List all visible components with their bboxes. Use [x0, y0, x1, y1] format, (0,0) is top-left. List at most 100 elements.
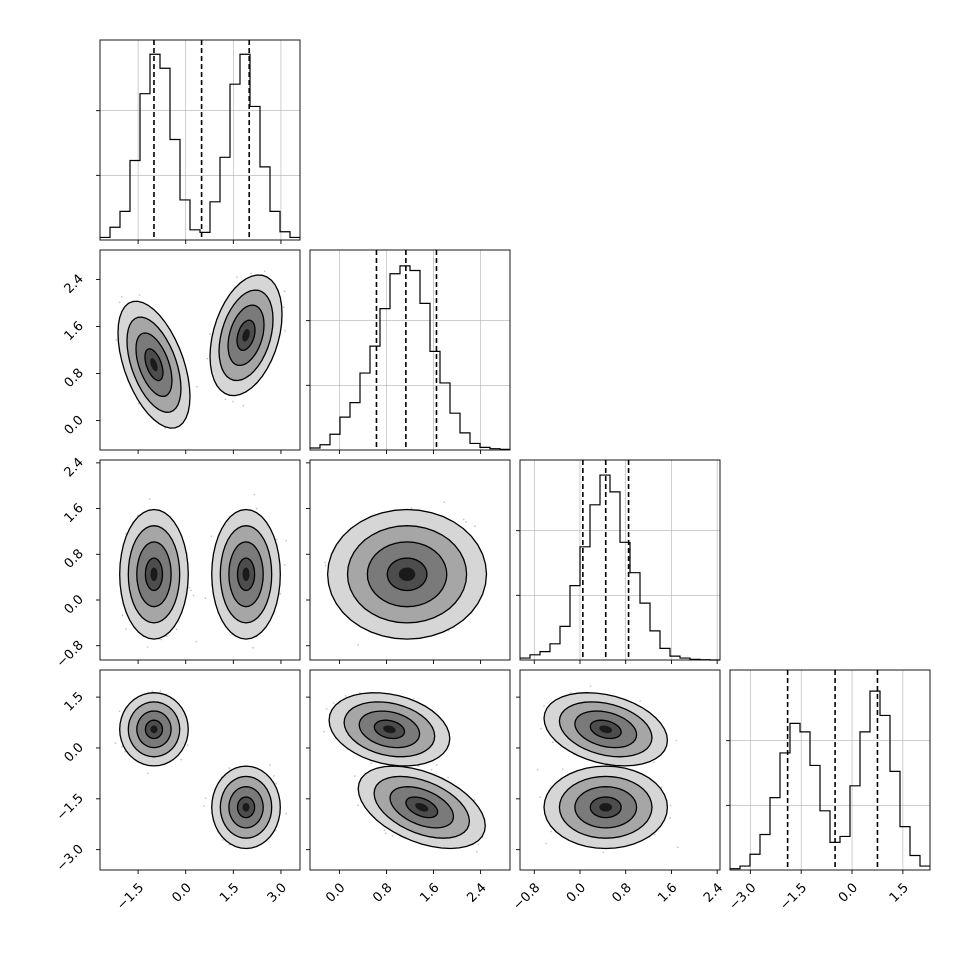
- sample-point: [166, 635, 168, 638]
- contour-line: [236, 796, 256, 819]
- sample-point: [204, 597, 207, 600]
- sample-point: [224, 398, 227, 401]
- histogram-panel: [516, 460, 720, 661]
- sample-point: [250, 272, 252, 275]
- contour-line: [405, 796, 439, 819]
- sample-point: [236, 276, 239, 279]
- sample-point: [121, 614, 124, 617]
- sample-point: [222, 839, 224, 841]
- sample-point: [159, 690, 162, 692]
- sample-point: [175, 628, 178, 631]
- y-tick-label: 2.4: [62, 455, 87, 480]
- contour-line: [543, 692, 669, 767]
- sample-point: [186, 744, 189, 746]
- contour-line: [136, 541, 172, 608]
- x-tick-label: 1.6: [655, 880, 680, 905]
- sample-point: [357, 644, 360, 646]
- sample-point: [210, 535, 213, 538]
- sample-point: [430, 768, 433, 771]
- sample-point: [242, 404, 245, 407]
- sample-point: [206, 357, 209, 360]
- contour-line: [227, 304, 265, 367]
- y-tick-label: 0.0: [62, 413, 87, 438]
- contour-line: [589, 796, 622, 819]
- sample-point: [653, 834, 656, 836]
- sample-point: [324, 564, 327, 567]
- sample-point: [383, 829, 386, 832]
- contour-line: [543, 765, 669, 850]
- contour-line: [219, 525, 273, 624]
- contour-line: [343, 701, 436, 758]
- sample-point: [652, 761, 655, 764]
- contour-line: [358, 710, 421, 749]
- sample-point: [285, 539, 287, 542]
- scatter-panel: [114, 690, 287, 850]
- sample-point: [561, 768, 564, 770]
- sample-point: [151, 690, 154, 693]
- x-tick-label: 2.4: [701, 880, 726, 905]
- density-peak: [242, 329, 250, 342]
- density-peak: [242, 567, 250, 581]
- density-peak: [599, 725, 613, 734]
- sample-point: [410, 507, 413, 510]
- contour-line: [357, 765, 486, 850]
- x-tick-label: 1.5: [217, 880, 242, 905]
- axes-frame: [309, 459, 511, 661]
- sample-point: [473, 799, 476, 801]
- x-tick-label: 2.4: [464, 880, 489, 905]
- sample-point: [676, 846, 679, 849]
- x-tick-label: 0.0: [323, 880, 348, 905]
- contour-line: [209, 274, 283, 397]
- sample-point: [188, 586, 191, 589]
- contour-line: [211, 765, 281, 850]
- sample-point: [473, 525, 476, 528]
- density-peak: [383, 725, 396, 734]
- x-tick-label: −3.0: [726, 880, 759, 913]
- sample-point: [275, 829, 277, 832]
- sample-point: [124, 750, 126, 753]
- sample-point: [669, 817, 672, 819]
- x-tick-label: −1.5: [114, 880, 147, 913]
- sample-point: [118, 710, 121, 713]
- sample-point: [203, 805, 205, 807]
- sample-point: [283, 290, 286, 293]
- axes-frame: [99, 39, 301, 241]
- y-tick-label: 0.8: [62, 547, 87, 572]
- contour-line: [558, 701, 653, 758]
- x-tick-label: 0.8: [370, 880, 395, 905]
- sample-point: [344, 695, 347, 697]
- scatter-panel: [115, 270, 287, 430]
- x-tick-label: 3.0: [265, 880, 290, 905]
- x-tick-label: −1.5: [777, 880, 810, 913]
- scatter-panel: [119, 493, 287, 649]
- sample-point: [204, 797, 207, 800]
- sample-point: [283, 306, 285, 309]
- sample-point: [252, 646, 255, 649]
- density-peak: [150, 725, 158, 734]
- density-peak: [150, 567, 158, 581]
- sample-point: [552, 741, 554, 744]
- x-tick-label: 0.0: [564, 880, 589, 905]
- contour-line: [119, 692, 189, 767]
- sample-point: [384, 832, 387, 835]
- x-tick-label: 0.0: [836, 880, 861, 905]
- y-tick-label: −1.5: [54, 791, 87, 824]
- sample-point: [443, 501, 446, 504]
- density-peak: [415, 803, 429, 812]
- sample-point: [391, 835, 394, 837]
- sample-point: [284, 330, 287, 332]
- sample-point: [447, 776, 449, 779]
- x-tick-label: 1.6: [417, 880, 442, 905]
- contour-line: [373, 719, 406, 740]
- sample-point: [462, 518, 465, 521]
- sample-point: [146, 772, 149, 775]
- sample-point: [353, 775, 356, 777]
- y-tick-label: 1.6: [62, 501, 87, 526]
- contour-line: [346, 525, 468, 624]
- y-tick-label: 1.6: [62, 319, 87, 344]
- contour-line: [127, 701, 181, 758]
- y-tick-label: 0.8: [62, 366, 87, 391]
- histogram-step: [100, 53, 300, 239]
- sample-point: [124, 532, 127, 535]
- histogram-panel: [306, 250, 510, 450]
